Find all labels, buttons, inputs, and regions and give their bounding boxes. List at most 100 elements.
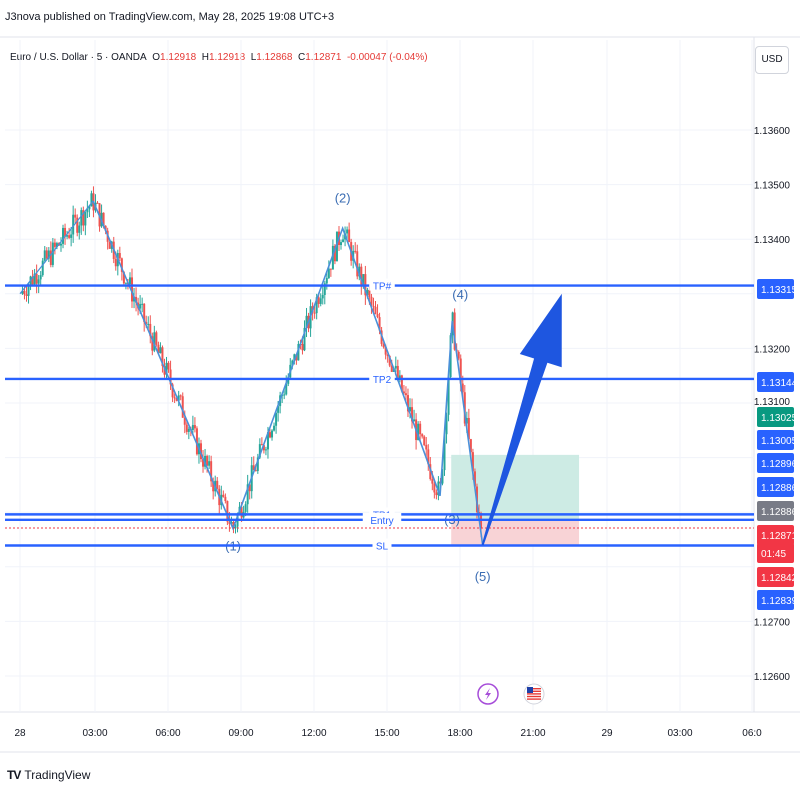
candle-body <box>301 344 304 351</box>
candle-body <box>153 332 156 351</box>
candle-body <box>465 417 468 424</box>
candle-body <box>441 470 444 484</box>
candle-body <box>82 210 85 226</box>
candle-body <box>315 297 318 314</box>
candle-body <box>145 322 148 325</box>
candle-body <box>74 214 77 218</box>
wave-label: (4) <box>452 287 468 302</box>
candle-body <box>417 423 420 440</box>
candle-body <box>388 355 391 366</box>
currency-button[interactable]: USD <box>755 46 789 74</box>
candle-body <box>104 225 107 231</box>
price-badge-text: 1.13025 <box>761 413 798 424</box>
candle-body <box>346 229 349 234</box>
time-tick: 09:00 <box>228 728 253 739</box>
candle-body <box>435 492 438 496</box>
candle-body <box>179 395 182 397</box>
candle-body <box>23 290 26 295</box>
candle-body <box>175 397 178 401</box>
close-label: C <box>298 52 306 63</box>
candle-body <box>396 365 399 380</box>
price-badge <box>757 407 794 427</box>
candle-body <box>147 323 150 325</box>
price-badge-text: 1.12842 <box>761 573 798 584</box>
candle-body <box>64 227 67 237</box>
candle-body <box>358 266 361 277</box>
candle-body <box>303 327 306 351</box>
candle-body <box>183 417 186 425</box>
candle-body <box>149 323 152 337</box>
candle-body <box>275 412 278 426</box>
wave-label: (2) <box>335 190 351 205</box>
candle-body <box>195 428 198 455</box>
candle-body <box>260 444 263 446</box>
candle-body <box>228 521 231 524</box>
candle-body <box>360 266 363 286</box>
candle-body <box>372 305 375 307</box>
candle-body <box>354 250 357 252</box>
time-tick: 06:0 <box>742 728 762 739</box>
candle-body <box>246 484 249 505</box>
candle-body <box>72 214 75 235</box>
candle-body <box>273 425 276 431</box>
candle-body <box>443 434 446 471</box>
price-tick: 1.13400 <box>754 235 791 246</box>
price-tick: 1.12700 <box>754 617 791 628</box>
candle-body <box>429 464 432 480</box>
candle-body <box>161 347 164 367</box>
candle-body <box>356 251 359 277</box>
tradingview-logo-mark: TV <box>7 768 21 782</box>
candle-body <box>226 500 229 522</box>
close-value: 1.12871 <box>305 52 342 63</box>
candle-body <box>151 336 154 351</box>
candle-body <box>333 245 336 262</box>
candle-body <box>445 414 448 435</box>
candle-body <box>461 383 464 393</box>
candle-body <box>386 354 389 356</box>
candle-body <box>319 298 322 304</box>
candle-body <box>374 306 377 314</box>
lightning-glyph <box>485 688 491 700</box>
candle-body <box>413 419 416 422</box>
flag-canton <box>527 687 533 693</box>
candle-body <box>193 425 196 429</box>
time-tick: 21:00 <box>520 728 545 739</box>
candle-body <box>131 277 134 302</box>
candle-body <box>224 496 227 501</box>
candle-body <box>200 443 203 460</box>
low-label: L <box>250 52 257 63</box>
candle-body <box>384 347 387 355</box>
candle-body <box>431 479 434 484</box>
candle-body <box>96 202 99 204</box>
candle-body <box>185 424 188 432</box>
open-value: 1.12918 <box>160 52 197 63</box>
candle-body <box>59 243 62 246</box>
candle-body <box>293 354 296 361</box>
candle-body <box>133 296 136 302</box>
price-tick-partial: 1.13100 <box>754 397 791 408</box>
candle-body <box>80 210 83 226</box>
candle-body <box>447 377 450 415</box>
candle-body <box>285 383 288 395</box>
tradingview-logo[interactable]: TV TradingView <box>7 768 90 782</box>
candle-body <box>368 289 371 297</box>
candle-body <box>55 243 58 247</box>
price-badge-text: 1.12896 <box>761 459 798 470</box>
candle-body <box>340 242 343 246</box>
time-tick: 03:00 <box>82 728 107 739</box>
candle-body <box>370 296 373 306</box>
wave-path <box>92 200 484 546</box>
candle-body <box>473 471 476 487</box>
candle-body <box>317 297 320 304</box>
candle-body <box>114 259 117 267</box>
candle-body <box>68 235 71 238</box>
flag-stripe <box>527 693 541 695</box>
price-tick: 1.13200 <box>754 344 791 355</box>
candle-body <box>102 212 105 226</box>
time-tick: 29 <box>601 728 613 739</box>
candle-body <box>277 406 280 413</box>
candle-body <box>45 250 48 259</box>
candle-body <box>208 461 211 466</box>
candle-body <box>394 365 397 369</box>
